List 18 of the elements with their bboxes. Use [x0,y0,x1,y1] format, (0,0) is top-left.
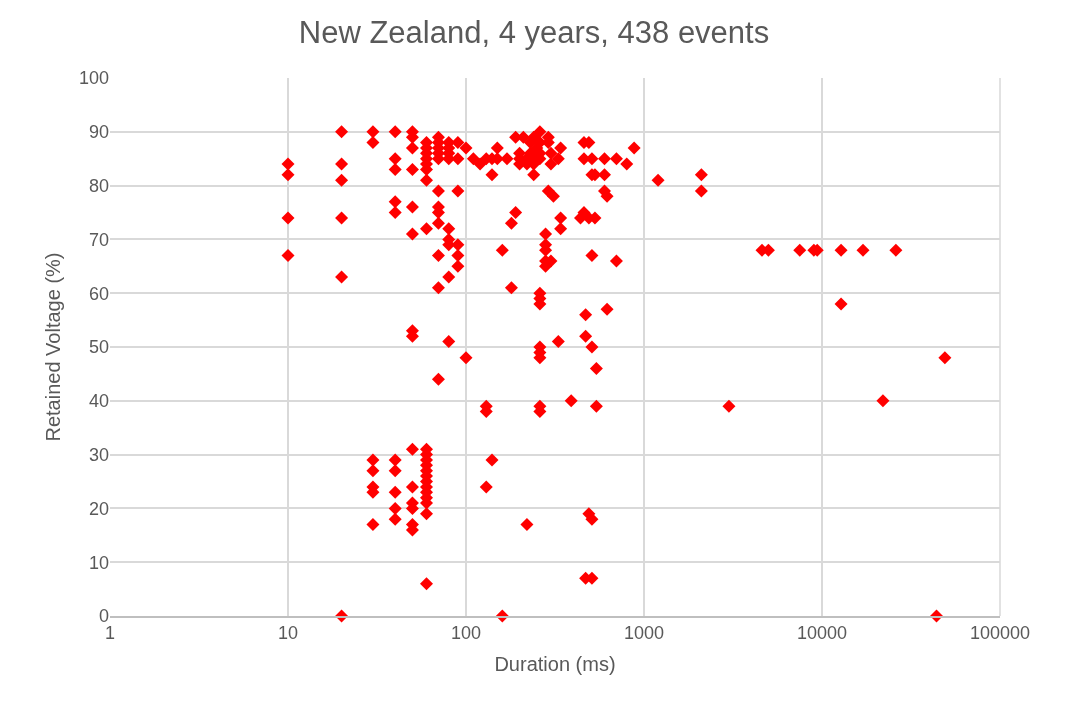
y-tick-label: 20 [88,498,109,519]
x-tick-label: 100 [450,623,482,644]
x-tick-label: 1000 [623,623,665,644]
y-tick-label: 60 [88,283,109,304]
x-tick-label: 10000 [796,623,848,644]
x-tick-label: 100000 [969,623,1031,644]
y-tick-label: 100 [78,68,109,89]
y-tick-label: 40 [88,391,109,412]
y-axis-title: Retained Voltage (%) [42,252,65,442]
y-tick-label: 90 [88,122,109,143]
x-tick-label: 10 [277,623,299,644]
y-tick-label: 70 [88,229,109,250]
y-tick-label: 10 [88,552,109,573]
y-tick-label: 80 [88,175,109,196]
x-axis-title: Duration (ms) [494,653,616,676]
chart-title: New Zealand, 4 years, 438 events [298,14,770,50]
y-tick-label: 30 [88,444,109,465]
y-tick-label: 50 [88,337,109,358]
